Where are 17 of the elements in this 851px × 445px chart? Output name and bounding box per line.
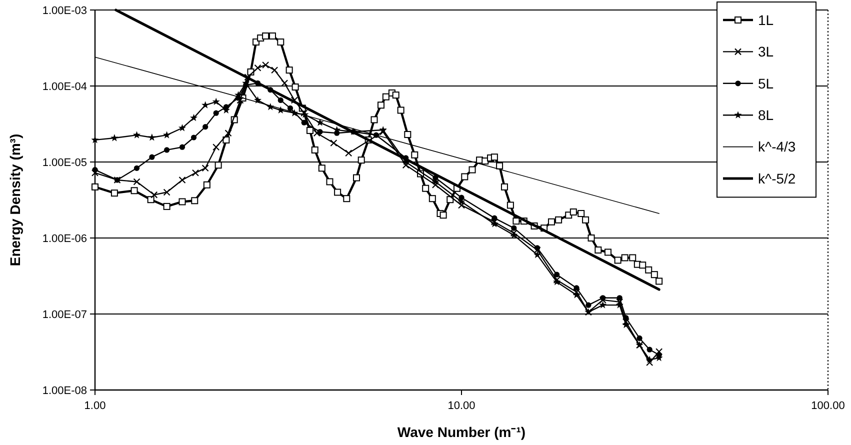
- legend-label: k^-5/2: [758, 170, 796, 186]
- y-tick-label: 1.00E-03: [42, 4, 87, 17]
- legend-label: 3L: [758, 44, 774, 60]
- legend-label: 5L: [758, 75, 774, 92]
- y-tick-label: 1.00E-07: [42, 308, 87, 321]
- y-tick-label: 1.00E-06: [42, 232, 87, 245]
- x-tick-label: 1.00: [84, 400, 106, 412]
- x-tick-label: 10.00: [448, 400, 476, 412]
- y-tick-label: 1.00E-05: [42, 156, 87, 169]
- legend-label: 1L: [758, 12, 774, 28]
- y-tick-label: 1.00E-08: [42, 384, 87, 397]
- legend-label: k^-4/3: [758, 138, 796, 155]
- x-tick-label: 100.00: [811, 400, 845, 412]
- legend-label: 8L: [758, 107, 774, 123]
- x-axis-title: Wave Number (m⁻¹): [397, 424, 526, 440]
- y-axis-title: Energy Density (m³): [7, 134, 23, 266]
- y-tick-label: 1.00E-04: [42, 80, 87, 93]
